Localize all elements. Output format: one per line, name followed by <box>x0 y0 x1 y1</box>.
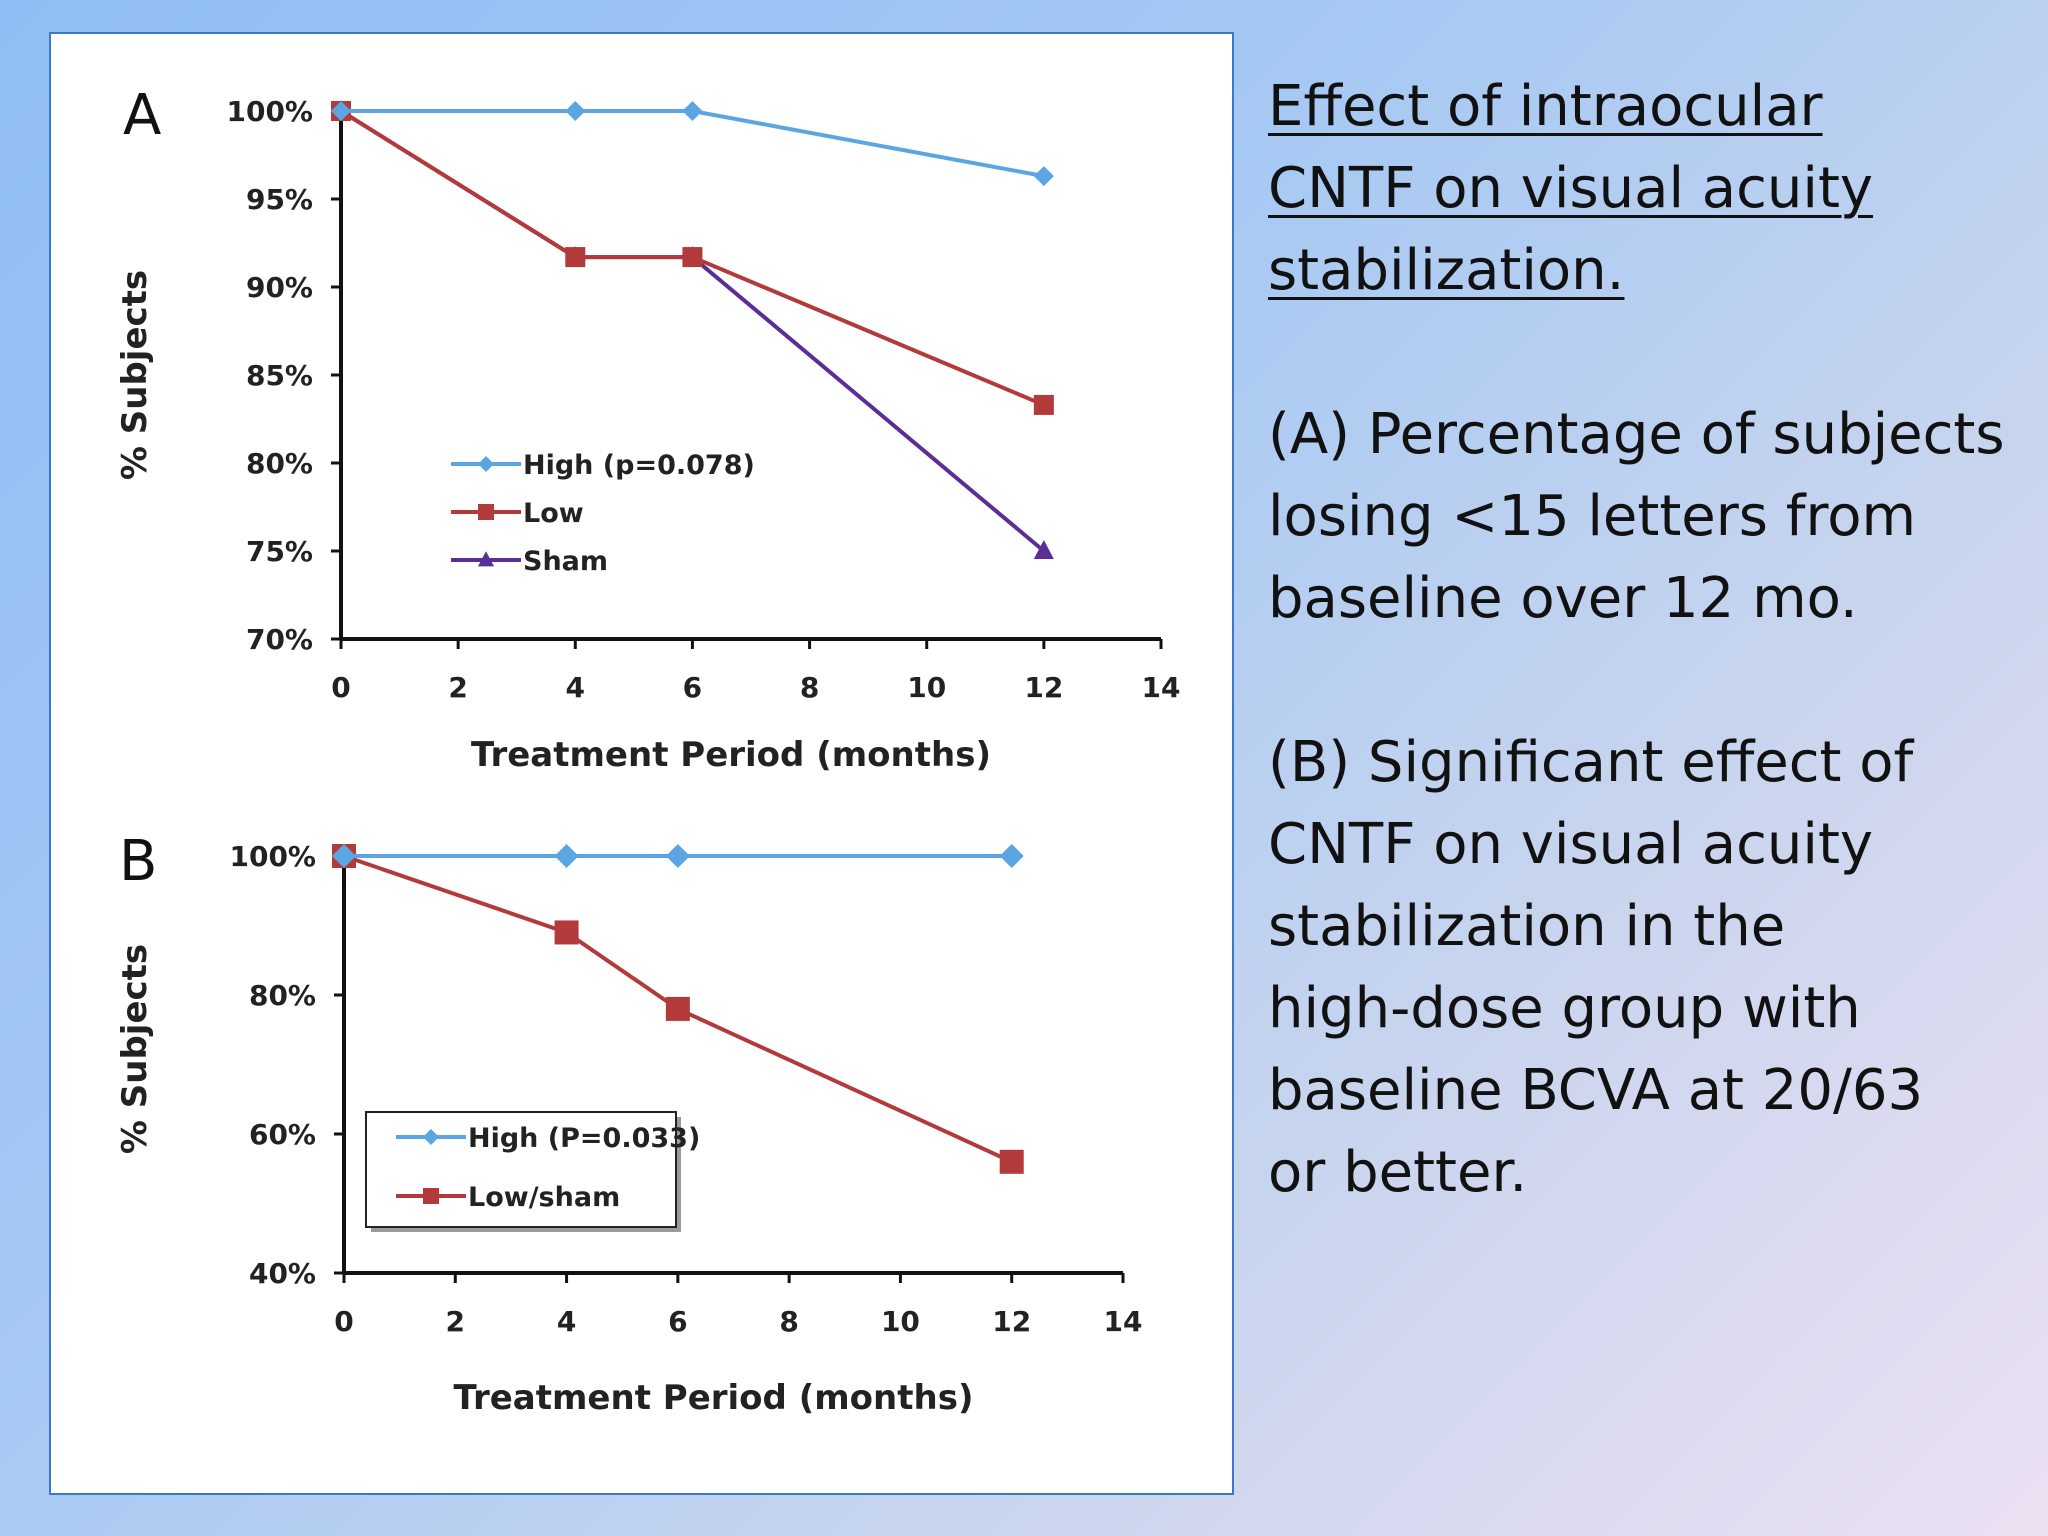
data-point <box>332 844 356 868</box>
caption-line: stabilization in the <box>1268 894 1786 959</box>
legend: High (P=0.033) Low/sham <box>365 1111 700 1232</box>
x-tick-label: 6 <box>668 1305 687 1338</box>
series-line <box>341 109 1045 179</box>
caption-heading-line: Effect of intraocular <box>1268 74 1823 139</box>
series-line <box>343 854 1013 1164</box>
y-tick-label: 100% <box>226 95 313 128</box>
y-tick-label: 100% <box>229 840 316 873</box>
data-point <box>565 101 586 121</box>
panel-label: B <box>119 829 157 894</box>
data-point <box>554 844 579 868</box>
y-tick-label: 40% <box>249 1257 316 1290</box>
legend-label: Low <box>523 498 584 529</box>
y-tick-label: 80% <box>249 979 316 1012</box>
data-point <box>999 1149 1024 1174</box>
data-point <box>554 920 579 945</box>
x-tick-label: 4 <box>557 1305 576 1338</box>
y-axis-title: % Subjects <box>115 270 155 480</box>
chart-b: B 40% 60% 80% 100% 0 2 4 6 8 10 12 14 Treatment Perio… <box>115 829 1142 1418</box>
data-point <box>1033 394 1054 415</box>
caption-heading-line: CNTF on visual acuity <box>1268 156 1874 221</box>
x-tick-label: 14 <box>1104 1305 1143 1338</box>
data-point <box>682 247 703 268</box>
legend-label: High (P=0.033) <box>468 1123 700 1154</box>
data-point <box>331 101 351 121</box>
x-tick-label: 2 <box>446 1305 465 1338</box>
caption-heading: Effect of intraocular CNTF on visual acu… <box>1268 66 2028 312</box>
x-tick-label: 8 <box>800 671 819 704</box>
x-tick-label: 14 <box>1142 671 1181 704</box>
x-axis-title: Treatment Period (months) <box>454 1378 974 1418</box>
series-high <box>331 101 1054 187</box>
legend: High (p=0.078) Low Sham <box>451 450 755 577</box>
legend-swatch-marker <box>478 456 494 472</box>
chart-a: A 70% 75% 80% 85% 90% 95% 100% 0 2 4 6 8 10 12 14 Treatm… <box>115 83 1180 775</box>
y-tick-label: 95% <box>246 183 313 216</box>
y-tick-label: 75% <box>246 535 313 568</box>
series-line <box>339 109 1045 407</box>
caption-line: (A) Percentage of subjects <box>1268 402 2005 467</box>
legend-swatch-marker <box>423 1129 439 1145</box>
legend-swatch-marker <box>478 504 494 520</box>
x-tick-label: 10 <box>881 1305 920 1338</box>
data-point <box>665 996 690 1021</box>
legend-swatch-marker <box>423 1188 439 1204</box>
y-tick-label: 70% <box>246 623 313 656</box>
x-tick-label: 2 <box>448 671 467 704</box>
x-tick-label: 4 <box>566 671 585 704</box>
legend-swatch-marker <box>478 551 494 567</box>
data-point <box>565 247 586 268</box>
caption-panel: Effect of intraocular CNTF on visual acu… <box>1268 66 2028 1296</box>
x-tick-label: 8 <box>779 1305 798 1338</box>
series-low <box>331 101 1054 415</box>
y-axis-title: % Subjects <box>115 944 155 1154</box>
x-tick-label: 12 <box>1024 671 1063 704</box>
data-point <box>682 101 703 121</box>
series-low-sham <box>332 844 1024 1174</box>
caption-heading-line: stabilization. <box>1268 238 1625 303</box>
legend-label: Low/sham <box>468 1182 620 1213</box>
x-tick-label: 0 <box>334 1305 353 1338</box>
figure-panel: A 70% 75% 80% 85% 90% 95% 100% 0 2 4 6 8 10 12 14 Treatm… <box>49 32 1234 1495</box>
data-point <box>1033 540 1054 559</box>
chart-canvas: A 70% 75% 80% 85% 90% 95% 100% 0 2 4 6 8 10 12 14 Treatm… <box>115 83 1180 1418</box>
series-high <box>332 844 1024 868</box>
caption-paragraph-a: (A) Percentage of subjects losing <15 le… <box>1268 394 2028 640</box>
x-tick-label: 12 <box>992 1305 1031 1338</box>
x-tick-label: 0 <box>331 671 350 704</box>
panel-label: A <box>123 83 161 148</box>
y-tick-label: 60% <box>249 1118 316 1151</box>
y-tick-label: 80% <box>246 447 313 480</box>
caption-line: CNTF on visual acuity <box>1268 812 1874 877</box>
data-point <box>999 844 1024 868</box>
data-point <box>1033 166 1054 187</box>
legend-box <box>365 1111 677 1228</box>
caption-line: baseline over 12 mo. <box>1268 566 1858 631</box>
caption-line: high-dose group with <box>1268 976 1861 1041</box>
caption-line: losing <15 letters from <box>1268 484 1917 549</box>
x-axis-title: Treatment Period (months) <box>471 735 991 775</box>
caption-line: or better. <box>1268 1140 1528 1205</box>
x-tick-label: 6 <box>683 671 702 704</box>
y-tick-label: 85% <box>246 359 313 392</box>
caption-line: (B) Significant effect of <box>1268 730 1914 795</box>
legend-label: High (p=0.078) <box>523 450 755 481</box>
x-tick-label: 10 <box>907 671 946 704</box>
legend-label: Sham <box>523 546 608 577</box>
caption-paragraph-b: (B) Significant effect of CNTF on visual… <box>1268 722 2028 1214</box>
y-tick-label: 90% <box>246 271 313 304</box>
caption-line: baseline BCVA at 20/63 <box>1268 1058 1924 1123</box>
series-sham <box>331 100 1054 559</box>
data-point <box>665 844 690 868</box>
